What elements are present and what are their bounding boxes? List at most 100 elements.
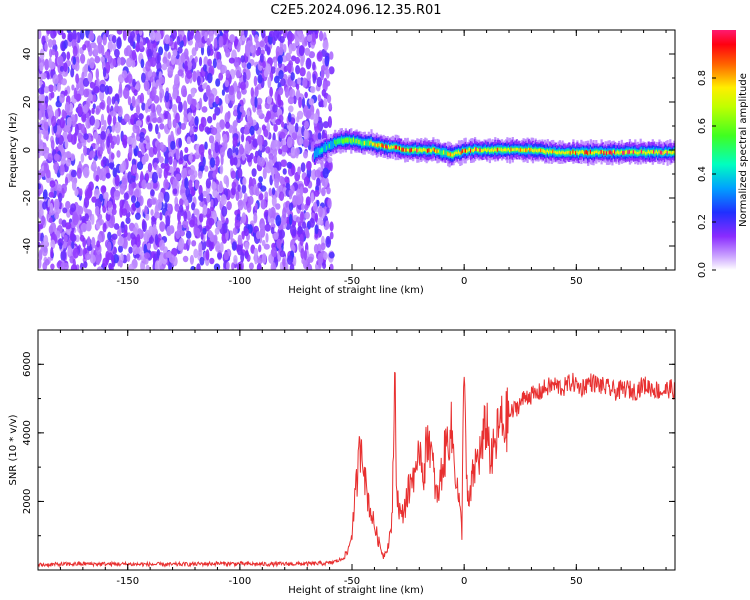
signal-cell [635, 151, 638, 155]
noise-cell [176, 35, 180, 46]
noise-cell [76, 167, 82, 179]
noise-cell [164, 202, 168, 210]
noise-cell [38, 87, 45, 95]
noise-cell [152, 182, 158, 189]
noise-cell [234, 219, 241, 230]
noise-cell [86, 97, 91, 108]
noise-cell [113, 223, 120, 230]
noise-cell [84, 213, 89, 222]
signal-cell [544, 150, 547, 154]
noise-cell [187, 61, 193, 68]
signal-cell [542, 149, 545, 153]
noise-cell [85, 222, 92, 232]
noise-cell [282, 168, 287, 175]
noise-cell [277, 93, 281, 106]
noise-cell [175, 95, 181, 104]
noise-cell [278, 175, 284, 184]
noise-cell [190, 133, 196, 143]
noise-cell [172, 159, 177, 170]
noise-cell [178, 237, 185, 250]
noise-cell [299, 137, 304, 145]
noise-cell [150, 198, 157, 205]
noise-cell [231, 262, 235, 270]
noise-cell [235, 190, 240, 202]
signal-cell [330, 140, 333, 150]
noise-cell [259, 40, 265, 48]
noise-cell [218, 72, 224, 81]
noise-cell [260, 30, 266, 39]
noise-cell [117, 56, 121, 66]
noise-cell [280, 159, 287, 167]
noise-cell [136, 234, 141, 242]
noise-cell [279, 36, 285, 43]
noise-cell [266, 46, 271, 56]
signal-cell [577, 151, 580, 155]
noise-cell [108, 162, 115, 169]
noise-cell [294, 37, 300, 47]
signal-cell [522, 148, 525, 152]
noise-cell [62, 239, 67, 249]
noise-cell [250, 87, 254, 98]
noise-cell [287, 96, 295, 105]
noise-cell [83, 145, 87, 156]
noise-cell [160, 162, 166, 169]
noise-cell [134, 201, 141, 209]
noise-cell [116, 150, 121, 158]
signal-cell [518, 148, 521, 152]
noise-cell [168, 119, 172, 129]
noise-cell [89, 30, 93, 37]
noise-cell [102, 185, 106, 192]
noise-cell [43, 234, 49, 246]
signal-cell [591, 151, 594, 155]
noise-cell [295, 65, 301, 75]
signal-cell [581, 150, 584, 154]
noise-cell [212, 113, 217, 121]
noise-cell [281, 121, 285, 128]
signal-cell [554, 151, 557, 154]
noise-cell [61, 78, 67, 86]
noise-cell [82, 44, 87, 51]
noise-cell [243, 127, 250, 135]
noise-cell [202, 83, 207, 90]
noise-cell [141, 102, 146, 111]
noise-cell [143, 80, 150, 92]
noise-cell [276, 238, 282, 249]
noise-cell [70, 169, 77, 178]
noise-cell [225, 48, 231, 58]
noise-cell [278, 148, 283, 155]
noise-cell [47, 38, 53, 48]
noise-cell [185, 187, 191, 198]
noise-cell [312, 201, 318, 212]
noise-cell [100, 130, 106, 140]
noise-cell [187, 112, 192, 121]
signal-cell [612, 149, 615, 153]
signal-cell [456, 151, 459, 155]
noise-cell [297, 225, 303, 235]
signal-cell [455, 151, 458, 154]
colorbar-ticks: 0.0 0.2 0.4 0.6 0.8 [697, 70, 716, 278]
noise-cell [214, 141, 219, 154]
noise-cell [80, 222, 88, 233]
noise-cell [327, 197, 332, 210]
noise-cell [282, 207, 287, 219]
noise-cell [282, 258, 286, 267]
signal-cell [631, 150, 634, 153]
noise-cell [38, 190, 41, 197]
noise-cell [291, 81, 296, 88]
signal-cell [506, 148, 509, 152]
signal-cell [387, 145, 391, 149]
noise-cell [254, 34, 259, 43]
noise-cell [279, 131, 286, 139]
noise-cell [156, 104, 161, 116]
noise-cell [278, 184, 284, 194]
noise-cell [135, 212, 141, 220]
noise-cell [144, 252, 151, 259]
noise-cell [208, 93, 215, 104]
noise-cell [274, 178, 279, 189]
noise-cell [325, 68, 330, 79]
signal-cell [624, 150, 627, 155]
noise-cell [319, 30, 324, 42]
noise-cell [202, 227, 207, 235]
noise-cell [249, 185, 255, 196]
spectrogram-cells [38, 30, 675, 270]
